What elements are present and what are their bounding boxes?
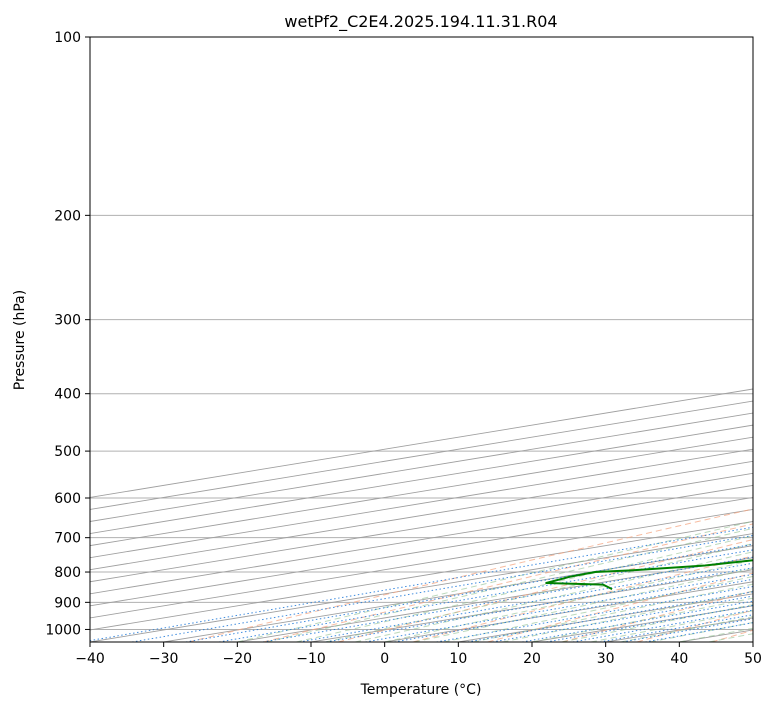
isobar-grid — [90, 37, 753, 630]
mixing-ratio-line — [365, 573, 753, 642]
x-axis-ticks: −40 −30 −20 −10 0 10 20 30 40 50 — [75, 642, 762, 667]
isotherm-line — [90, 484, 753, 595]
y-tick-label: 700 — [54, 531, 81, 547]
mixing-ratio-lines — [90, 526, 753, 642]
x-tick-label: 0 — [380, 651, 389, 667]
moist-adiabat — [266, 527, 753, 642]
isotherm-line — [90, 496, 753, 607]
moist-adiabat — [531, 597, 753, 642]
x-tick-label: −20 — [223, 651, 253, 667]
y-axis-label: Pressure (hPa) — [12, 290, 28, 390]
mixing-ratio-line — [326, 567, 753, 642]
isotherm-line — [90, 521, 753, 631]
mixing-ratio-line — [436, 585, 753, 642]
y-tick-label: 800 — [54, 565, 81, 581]
y-tick-label: 500 — [54, 444, 81, 460]
y-tick-label: 300 — [54, 313, 81, 329]
moist-adiabat — [384, 559, 753, 642]
x-tick-label: −30 — [149, 651, 179, 667]
moist-adiabat — [473, 583, 753, 642]
isotherm-line — [90, 509, 753, 619]
y-axis-ticks: 1000 900 800 700 600 500 400 300 200 100 — [45, 30, 90, 638]
x-tick-label: 40 — [670, 651, 688, 667]
isotherm-line — [90, 460, 753, 571]
plot-area: 0.10.20.40.611.52346810131620253036−100−… — [90, 37, 753, 642]
y-tick-label: 100 — [54, 30, 81, 46]
y-tick-label: 400 — [54, 387, 81, 403]
x-tick-label: −40 — [75, 651, 105, 667]
mixing-ratio-line — [394, 578, 753, 642]
plot-frame — [89, 36, 754, 643]
x-tick-label: 50 — [744, 651, 762, 667]
x-tick-label: −10 — [296, 651, 326, 667]
moist-adiabat — [355, 551, 753, 642]
moist-adiabat — [443, 575, 753, 642]
y-tick-label: 600 — [54, 491, 81, 507]
x-axis-label: Temperature (°C) — [360, 682, 482, 698]
dry-adiabats — [188, 508, 753, 642]
y-tick-label: 200 — [54, 208, 81, 224]
isotherm-grid — [90, 388, 753, 642]
moist-adiabat — [237, 520, 753, 642]
x-tick-label: 20 — [523, 651, 541, 667]
mixing-ratio-line — [299, 562, 753, 642]
isotherm-line — [90, 448, 753, 559]
isotherm-line — [90, 472, 753, 583]
y-tick-label: 900 — [54, 595, 81, 611]
dry-adiabat — [338, 539, 753, 642]
y-tick-label: 1000 — [45, 622, 81, 638]
dry-adiabat — [562, 590, 753, 642]
moist-adiabats — [237, 520, 753, 642]
x-tick-label: 30 — [597, 651, 615, 667]
mixing-ratio-line — [185, 543, 753, 642]
isotherm-line — [90, 436, 753, 547]
chart-title: wetPf2_C2E4.2025.194.11.31.R04 — [284, 12, 557, 32]
moist-adiabat — [561, 604, 753, 642]
isotherm-line — [90, 533, 753, 642]
x-tick-label: 10 — [449, 651, 467, 667]
